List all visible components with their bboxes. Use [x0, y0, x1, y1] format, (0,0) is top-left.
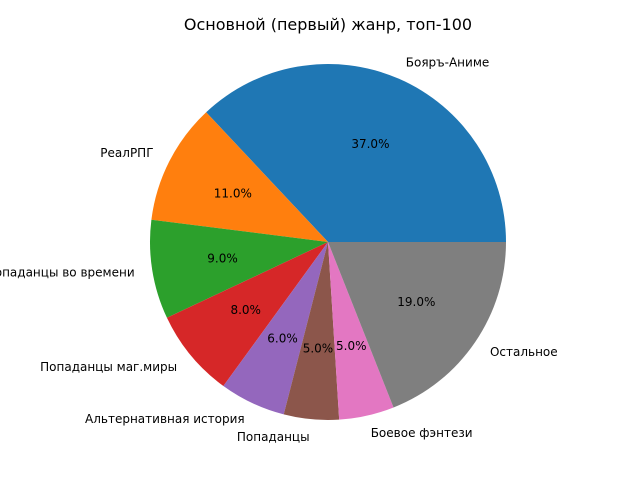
chart-title: Основной (первый) жанр, топ-100 — [184, 15, 472, 34]
pie-slice — [149, 219, 328, 318]
pie-labels: 37.0% Бояръ-Аниме 11.0% РеалРПГ 9.0% Попаданц… — [0, 55, 558, 444]
slice-category-label: РеалРПГ — [100, 146, 153, 160]
slice-percent-label: 5.0% — [336, 339, 367, 353]
pie-slice — [166, 242, 328, 387]
slice-percent-label: 11.0% — [214, 187, 252, 201]
slice-percent-label: 9.0% — [207, 252, 238, 266]
slice-percent-label: 19.0% — [397, 295, 435, 309]
slice-percent-label: 6.0% — [267, 332, 298, 346]
slice-percent-label: 5.0% — [303, 341, 334, 355]
pie-slice — [223, 242, 328, 415]
slice-category-label: Попаданцы во времени — [0, 266, 135, 280]
slice-percent-label: 37.0% — [351, 137, 389, 151]
slice-category-label: Альтернативная история — [85, 412, 245, 426]
pie-slice — [283, 242, 340, 421]
pie-slices — [149, 63, 506, 421]
slice-category-label: Остальное — [490, 345, 558, 359]
pie-slice — [151, 112, 328, 243]
slice-category-label: Попаданцы — [237, 430, 310, 444]
slice-category-label: Бояръ-Аниме — [406, 55, 490, 69]
pie-slice — [328, 242, 506, 408]
slice-percent-label: 8.0% — [230, 303, 261, 317]
pie-slice — [328, 242, 394, 420]
slice-category-label: Попаданцы маг.миры — [40, 360, 177, 374]
pie-slice — [206, 63, 506, 242]
slice-category-label: Боевое фэнтези — [371, 426, 473, 440]
